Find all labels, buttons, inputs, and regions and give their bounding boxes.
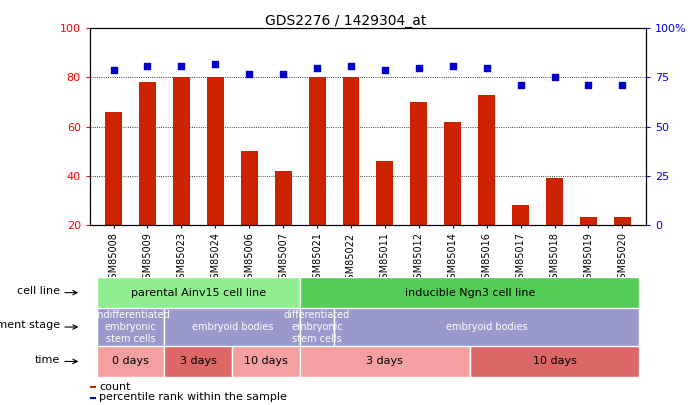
Point: [108, 66, 119, 73]
Point: [413, 64, 424, 71]
Text: cell line: cell line: [17, 286, 59, 296]
Text: embryoid bodies: embryoid bodies: [446, 322, 527, 332]
Bar: [300, 346, 470, 377]
Point: [515, 82, 526, 89]
Bar: [300, 308, 334, 346]
Bar: [546, 178, 563, 225]
Bar: [97, 346, 164, 377]
Point: [481, 64, 492, 71]
Text: 10 days: 10 days: [533, 356, 576, 367]
Text: percentile rank within the sample: percentile rank within the sample: [100, 392, 287, 402]
Bar: [275, 171, 292, 225]
Point: [278, 70, 289, 77]
Bar: [444, 122, 461, 225]
Bar: [164, 346, 232, 377]
Bar: [173, 77, 190, 225]
Text: parental Ainv15 cell line: parental Ainv15 cell line: [131, 288, 266, 298]
Bar: [614, 217, 631, 225]
Text: 0 days: 0 days: [112, 356, 149, 367]
Text: GDS2276 / 1429304_at: GDS2276 / 1429304_at: [265, 14, 426, 28]
Text: 3 days: 3 days: [180, 356, 217, 367]
Bar: [478, 95, 495, 225]
Bar: [232, 346, 300, 377]
Point: [346, 62, 357, 69]
Point: [447, 62, 458, 69]
Bar: [470, 346, 639, 377]
Text: count: count: [100, 382, 131, 392]
Text: 3 days: 3 days: [366, 356, 404, 367]
Bar: [377, 161, 393, 225]
Bar: [90, 397, 96, 399]
Bar: [90, 386, 96, 388]
Bar: [300, 277, 639, 308]
Point: [379, 66, 390, 73]
Text: differentiated
embryonic
stem cells: differentiated embryonic stem cells: [284, 311, 350, 343]
Bar: [343, 77, 359, 225]
Text: inducible Ngn3 cell line: inducible Ngn3 cell line: [404, 288, 535, 298]
Bar: [309, 77, 325, 225]
Bar: [207, 77, 224, 225]
Bar: [139, 82, 156, 225]
Text: embryoid bodies: embryoid bodies: [191, 322, 273, 332]
Point: [142, 62, 153, 69]
Bar: [580, 217, 597, 225]
Point: [210, 60, 221, 67]
Text: time: time: [35, 355, 59, 365]
Point: [176, 62, 187, 69]
Bar: [97, 277, 300, 308]
Text: development stage: development stage: [0, 320, 59, 330]
Bar: [410, 102, 427, 225]
Bar: [240, 151, 258, 225]
Point: [312, 64, 323, 71]
Bar: [164, 308, 300, 346]
Point: [549, 74, 560, 81]
Bar: [97, 308, 164, 346]
Point: [583, 82, 594, 89]
Bar: [334, 308, 639, 346]
Bar: [512, 205, 529, 225]
Point: [244, 70, 255, 77]
Text: 10 days: 10 days: [244, 356, 288, 367]
Bar: [105, 112, 122, 225]
Point: [617, 82, 628, 89]
Text: undifferentiated
embryonic
stem cells: undifferentiated embryonic stem cells: [91, 311, 170, 343]
